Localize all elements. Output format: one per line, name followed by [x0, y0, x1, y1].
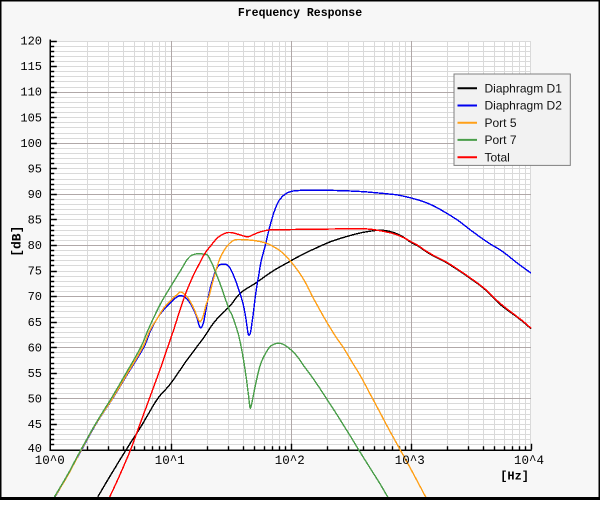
- svg-text:120: 120: [20, 35, 42, 49]
- svg-text:80: 80: [28, 239, 42, 253]
- svg-text:115: 115: [20, 60, 42, 74]
- svg-text:95: 95: [28, 162, 42, 176]
- svg-text:55: 55: [28, 367, 42, 381]
- svg-text:10^0: 10^0: [35, 454, 65, 468]
- svg-text:60: 60: [28, 341, 42, 355]
- svg-text:Port 5: Port 5: [485, 116, 517, 130]
- svg-text:Frequency Response: Frequency Response: [238, 7, 362, 20]
- svg-text:75: 75: [28, 265, 42, 279]
- svg-text:Port 7: Port 7: [485, 133, 517, 147]
- svg-text:70: 70: [28, 290, 42, 304]
- svg-text:105: 105: [20, 111, 42, 125]
- svg-text:110: 110: [20, 86, 42, 100]
- svg-text:100: 100: [20, 137, 42, 151]
- svg-text:10^3: 10^3: [395, 454, 425, 468]
- svg-text:10^1: 10^1: [155, 454, 185, 468]
- svg-text:90: 90: [28, 188, 42, 202]
- svg-text:65: 65: [28, 316, 42, 330]
- svg-text:[dB]: [dB]: [10, 226, 25, 257]
- svg-text:10^2: 10^2: [275, 454, 305, 468]
- svg-text:Diaphragm D1: Diaphragm D1: [485, 81, 563, 95]
- svg-text:10^4: 10^4: [514, 454, 544, 468]
- svg-text:45: 45: [28, 418, 42, 432]
- svg-text:50: 50: [28, 393, 42, 407]
- svg-text:Total: Total: [485, 150, 510, 164]
- svg-text:85: 85: [28, 214, 42, 228]
- svg-text:[Hz]: [Hz]: [500, 470, 529, 484]
- svg-text:Diaphragm D2: Diaphragm D2: [485, 99, 563, 113]
